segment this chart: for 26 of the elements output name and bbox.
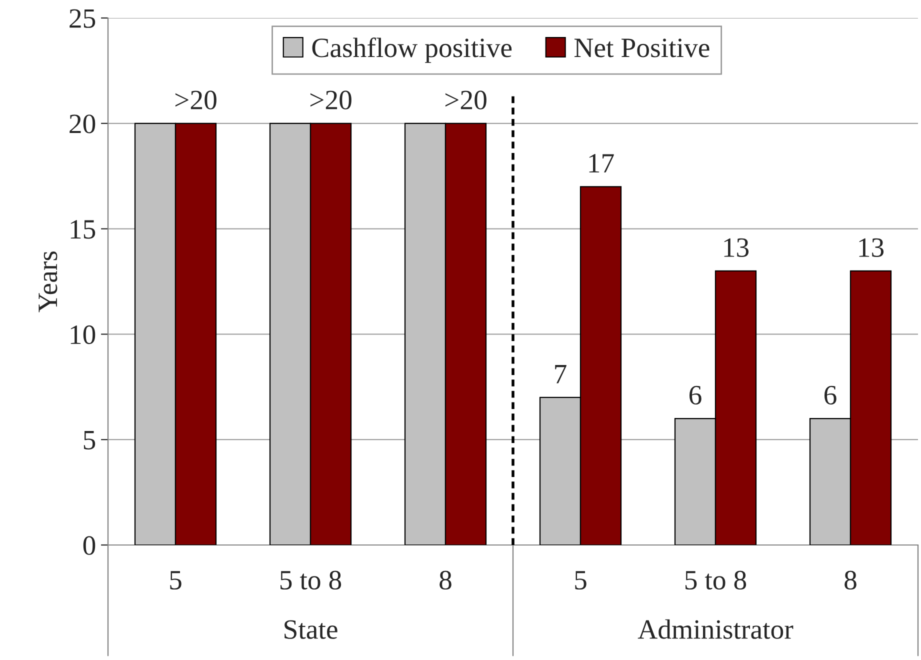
data-label: >20 bbox=[175, 90, 216, 110]
data-label: 6 bbox=[824, 386, 836, 405]
y-tick-label: 20 bbox=[70, 114, 96, 134]
y-tick-label: 25 bbox=[70, 9, 96, 28]
data-label: 13 bbox=[724, 238, 749, 257]
legend-label: Net Positive bbox=[574, 38, 710, 58]
data-label: 17 bbox=[589, 154, 614, 172]
y-tick-label: 5 bbox=[84, 431, 96, 450]
data-label: >20 bbox=[310, 90, 352, 110]
text: Administrator bbox=[638, 619, 794, 639]
x-tick-label: 5 bbox=[575, 571, 586, 590]
text: State bbox=[284, 620, 338, 639]
data-label: 13 bbox=[859, 238, 884, 257]
y-axis-title: Years bbox=[38, 252, 58, 312]
x-tick-label: 5 bbox=[170, 571, 182, 590]
data-label: 7 bbox=[555, 365, 566, 384]
data-label: >20 bbox=[445, 90, 486, 110]
data-label: 6 bbox=[690, 386, 702, 405]
x-tick-label: 5 to 8 bbox=[280, 570, 342, 590]
x-tick-label: 5 to 8 bbox=[685, 570, 746, 590]
legend-label: Cashflow positive bbox=[312, 37, 512, 63]
x-tick-label: 8 bbox=[440, 570, 452, 590]
y-tick-label: 10 bbox=[70, 325, 96, 344]
x-tick-label: 8 bbox=[844, 570, 856, 590]
y-tick-label: 0 bbox=[83, 536, 96, 555]
y-tick-label: 15 bbox=[70, 220, 96, 239]
